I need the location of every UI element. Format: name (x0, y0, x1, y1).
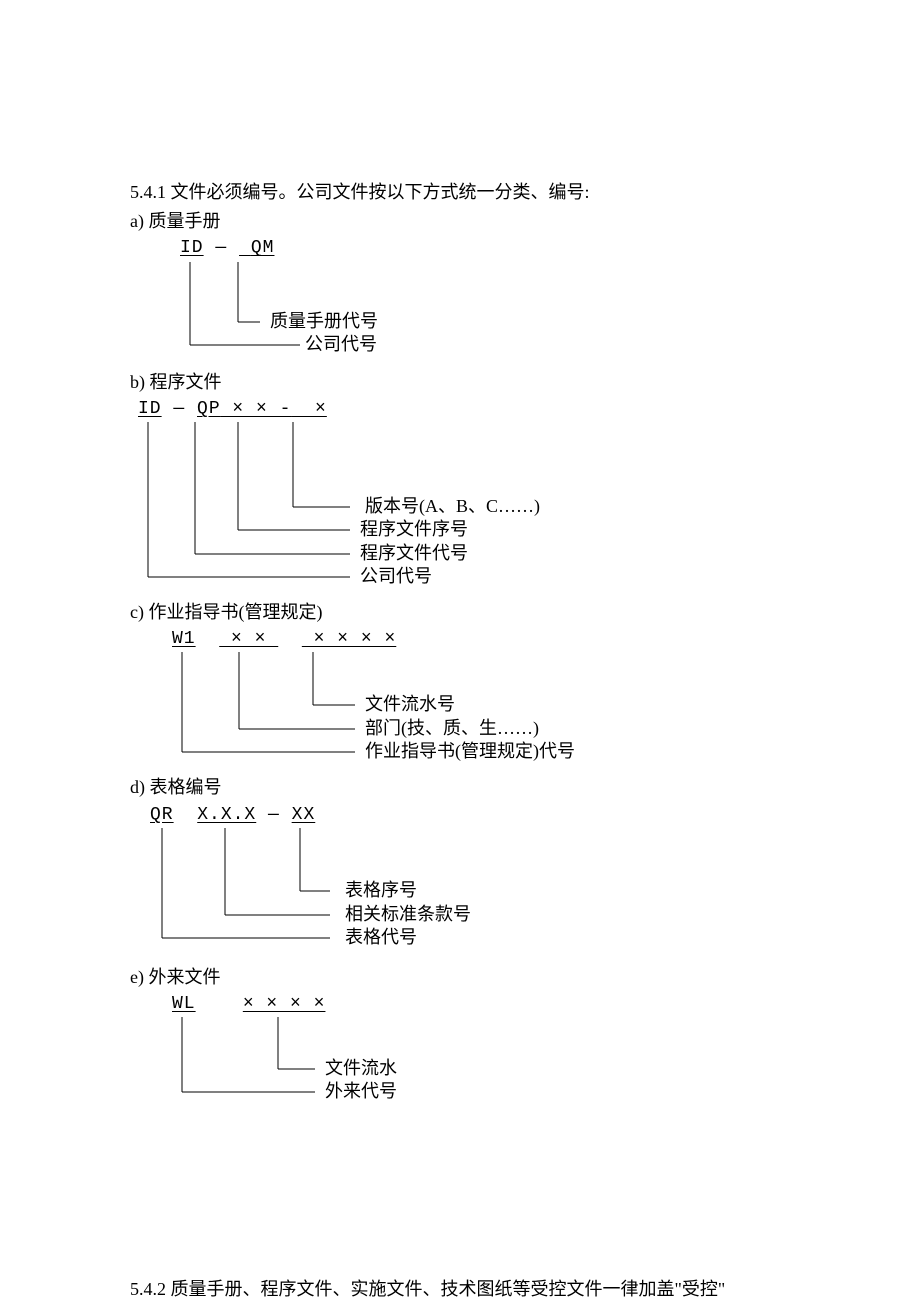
svg-text:文件流水号: 文件流水号 (365, 694, 455, 714)
code-d-part2: XX (292, 805, 316, 825)
section-d: d) 表格编号 QR X.X.X — XX 表格序号相关标准条款号表格代号 (130, 775, 790, 952)
code-d-part1: X.X.X (197, 805, 256, 825)
svg-text:程序文件序号: 程序文件序号 (360, 519, 468, 539)
code-a-part0: ID (180, 238, 204, 258)
code-c-gap1 (196, 629, 220, 649)
code-e-part0: WL (172, 994, 196, 1014)
svg-text:质量手册代号: 质量手册代号 (270, 311, 378, 331)
code-e-part1: × × × × (243, 994, 326, 1014)
svg-text:相关标准条款号: 相关标准条款号 (345, 904, 471, 924)
section-b-code: ID — QP × × - × (130, 397, 790, 422)
svg-text:公司代号: 公司代号 (305, 334, 377, 354)
code-b-part4: × (291, 399, 326, 419)
diagram-d: 表格序号相关标准条款号表格代号 (130, 828, 690, 953)
svg-text:文件流水: 文件流水 (325, 1058, 397, 1078)
code-c-part2: × × × × (302, 629, 396, 649)
svg-text:表格代号: 表格代号 (345, 927, 417, 947)
section-d-code: QR X.X.X — XX (130, 803, 790, 828)
code-b-part1: — (162, 399, 197, 419)
diagram-a: 质量手册代号公司代号 (130, 262, 650, 362)
code-e-gap1 (196, 994, 243, 1014)
code-a-part2: QM (239, 238, 274, 258)
svg-text:公司代号: 公司代号 (360, 566, 432, 586)
code-d-gap1 (174, 805, 198, 825)
svg-text:作业指导书(管理规定)代号: 作业指导书(管理规定)代号 (365, 741, 575, 762)
section-c: c) 作业指导书(管理规定) W1 × × × × × × 文件流水号部门(技、… (130, 600, 790, 767)
section-a-code: ID — QM (130, 236, 790, 261)
diagram-e: 文件流水外来代号 (130, 1017, 690, 1107)
svg-text:部门(技、质、生……): 部门(技、质、生……) (365, 718, 539, 739)
diagram-b: 版本号(A、B、C……)程序文件序号程序文件代号公司代号 (130, 422, 690, 592)
section-c-label: c) 作业指导书(管理规定) (130, 600, 790, 625)
svg-text:表格序号: 表格序号 (345, 880, 417, 900)
svg-text:程序文件代号: 程序文件代号 (360, 543, 468, 563)
code-b-part2: QP (197, 399, 221, 419)
code-d-gap2: — (256, 805, 291, 825)
section-b-label: b) 程序文件 (130, 370, 790, 395)
footer-text: 5.4.2 质量手册、程序文件、实施文件、技术图纸等受控文件一律加盖"受控" (130, 1277, 790, 1302)
section-c-code: W1 × × × × × × (130, 627, 790, 652)
section-d-label: d) 表格编号 (130, 775, 790, 800)
section-e: e) 外来文件 WL × × × × 文件流水外来代号 (130, 965, 790, 1107)
code-b-part0: ID (138, 399, 162, 419)
code-c-part0: W1 (172, 629, 196, 649)
code-d-part0: QR (150, 805, 174, 825)
section-e-label: e) 外来文件 (130, 965, 790, 990)
svg-text:版本号(A、B、C……): 版本号(A、B、C……) (365, 496, 540, 517)
svg-text:外来代号: 外来代号 (325, 1081, 397, 1101)
code-a-part1: — (215, 238, 227, 258)
code-b-part3: × × - (221, 399, 292, 419)
section-intro: 5.4.1 文件必须编号。公司文件按以下方式统一分类、编号: (130, 180, 790, 205)
diagram-c: 文件流水号部门(技、质、生……)作业指导书(管理规定)代号 (130, 652, 690, 767)
section-a: a) 质量手册 ID — QM 质量手册代号公司代号 (130, 209, 790, 361)
code-c-gap2 (278, 629, 302, 649)
code-c-part1: × × (219, 629, 278, 649)
section-b: b) 程序文件 ID — QP × × - × 版本号(A、B、C……)程序文件… (130, 370, 790, 592)
section-a-label: a) 质量手册 (130, 209, 790, 234)
section-e-code: WL × × × × (130, 992, 790, 1017)
